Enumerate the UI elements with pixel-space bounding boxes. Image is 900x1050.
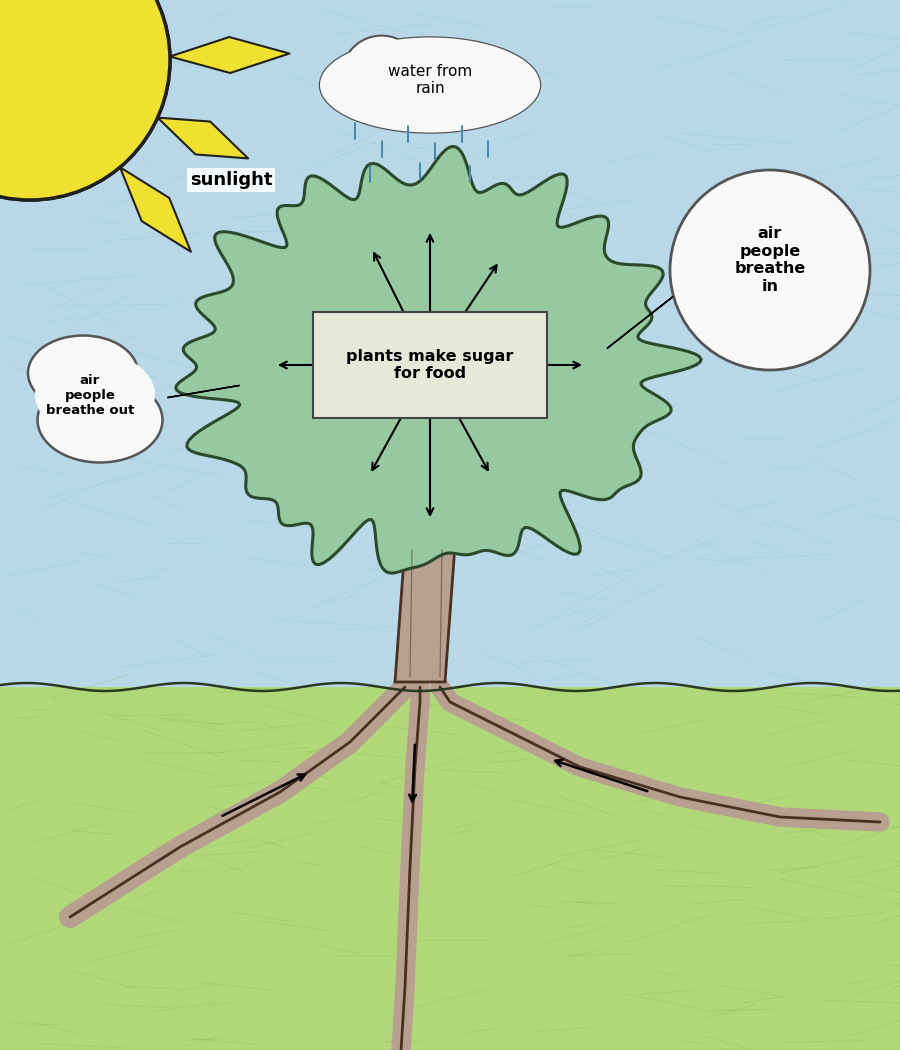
- Ellipse shape: [28, 336, 138, 411]
- Circle shape: [0, 0, 170, 200]
- Circle shape: [342, 36, 421, 116]
- Ellipse shape: [35, 353, 155, 438]
- Circle shape: [0, 0, 170, 200]
- Polygon shape: [170, 37, 290, 74]
- Polygon shape: [0, 0, 900, 687]
- FancyArrowPatch shape: [608, 297, 673, 349]
- Text: plants make sugar
for food: plants make sugar for food: [346, 349, 514, 381]
- Ellipse shape: [320, 38, 540, 132]
- Text: water from
rain: water from rain: [388, 64, 472, 97]
- Polygon shape: [158, 118, 248, 159]
- Ellipse shape: [38, 378, 163, 462]
- Polygon shape: [395, 545, 455, 682]
- Text: sunlight: sunlight: [190, 171, 273, 189]
- FancyBboxPatch shape: [313, 312, 547, 418]
- Circle shape: [434, 41, 506, 113]
- Ellipse shape: [320, 38, 540, 132]
- Text: air
people
breathe
in: air people breathe in: [734, 227, 806, 294]
- Text: air
people
breathe out: air people breathe out: [46, 374, 134, 417]
- Polygon shape: [176, 147, 701, 573]
- Polygon shape: [120, 167, 191, 252]
- Polygon shape: [0, 687, 900, 1050]
- FancyArrowPatch shape: [167, 385, 239, 398]
- Ellipse shape: [670, 170, 870, 370]
